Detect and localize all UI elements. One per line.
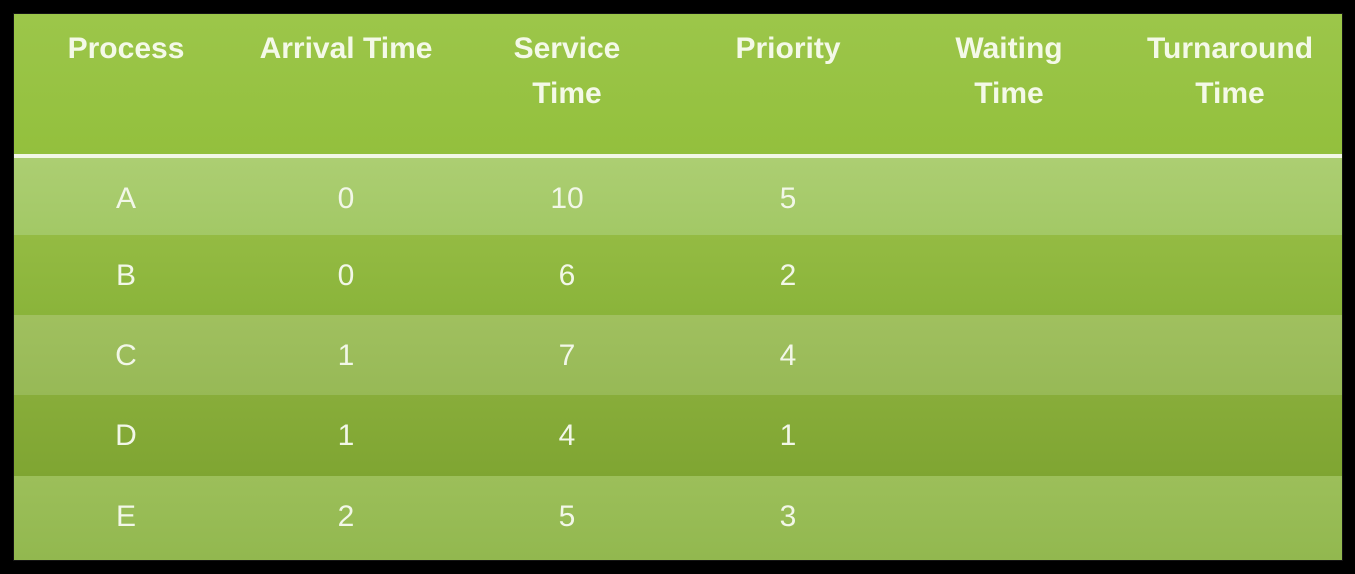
cell-turnaround-time <box>1120 235 1340 316</box>
cell-process: E <box>115 500 136 533</box>
cell-arrival-time: 0 <box>337 182 355 215</box>
table-row: C 1 7 4 <box>14 315 1342 396</box>
cell-arrival-time: 1 <box>337 419 355 452</box>
header-priority: Priority <box>735 32 841 65</box>
cell-turnaround-time <box>1120 395 1340 476</box>
header-process: Process <box>67 32 185 65</box>
cell-turnaround-time <box>1120 158 1340 239</box>
cell-arrival-time: 1 <box>337 339 355 372</box>
cell-arrival-time: 2 <box>337 500 355 533</box>
header-arrival-time: Arrival Time <box>259 32 433 65</box>
process-table: Process Arrival Time Service Time Priori… <box>14 14 1342 560</box>
table-row: A 0 10 5 <box>14 158 1342 239</box>
table-header-row: Process Arrival Time Service Time Priori… <box>14 14 1342 154</box>
cell-service-time: 4 <box>558 419 576 452</box>
cell-priority: 3 <box>779 500 797 533</box>
cell-waiting-time <box>899 235 1119 316</box>
cell-priority: 1 <box>779 419 797 452</box>
cell-turnaround-time <box>1120 315 1340 396</box>
cell-service-time: 5 <box>558 500 576 533</box>
cell-process: A <box>115 182 136 215</box>
cell-service-time: 6 <box>558 259 576 292</box>
table-row: E 2 5 3 <box>14 476 1342 560</box>
cell-priority: 4 <box>779 339 797 372</box>
cell-arrival-time: 0 <box>337 259 355 292</box>
cell-priority: 5 <box>779 182 797 215</box>
cell-waiting-time <box>899 158 1119 239</box>
cell-waiting-time <box>899 315 1119 396</box>
header-divider <box>14 154 1342 158</box>
cell-turnaround-time <box>1120 476 1340 557</box>
cell-priority: 2 <box>779 259 797 292</box>
table-row: D 1 4 1 <box>14 395 1342 476</box>
cell-process: D <box>115 419 137 452</box>
header-turnaround-time: Turnaround Time <box>1146 32 1314 110</box>
cell-waiting-time <box>899 476 1119 557</box>
header-waiting-time: Waiting Time <box>955 32 1063 110</box>
table-row: B 0 6 2 <box>14 235 1342 316</box>
cell-process: B <box>115 259 136 292</box>
header-service-time: Service Time <box>513 32 621 110</box>
cell-waiting-time <box>899 395 1119 476</box>
cell-service-time: 7 <box>558 339 576 372</box>
cell-process: C <box>115 339 137 372</box>
cell-service-time: 10 <box>550 182 584 215</box>
